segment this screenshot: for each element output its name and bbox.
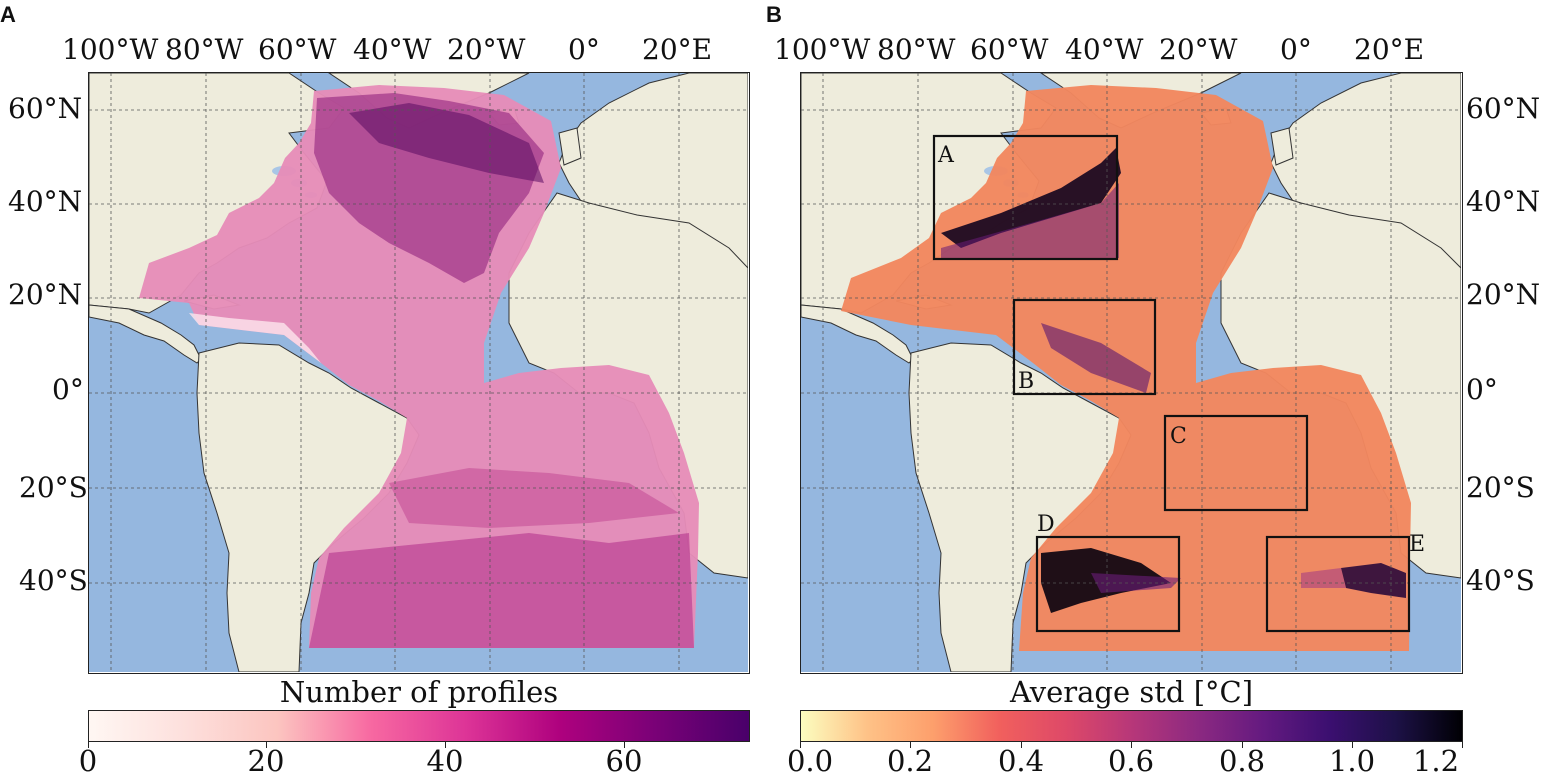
lon-label: 40°W <box>1065 33 1144 66</box>
colorbar-tick-mark <box>1021 742 1022 748</box>
region-box-e <box>1265 535 1411 633</box>
lat-label: 20°S <box>1466 471 1535 504</box>
colorbar-tick-mark <box>800 742 801 748</box>
lon-label: 60°W <box>970 33 1049 66</box>
lon-label: 20°W <box>1159 33 1238 66</box>
colorbar-b <box>800 710 1463 742</box>
region-label-b: B <box>1018 369 1034 394</box>
colorbar-tick-mark <box>910 742 911 748</box>
lat-label: 0° <box>1466 373 1498 406</box>
colorbar-a-title: Number of profiles <box>279 675 559 709</box>
region-boxes: A B C D E <box>932 134 1425 633</box>
region-box-a <box>932 134 1119 261</box>
region-label-d: D <box>1037 512 1055 537</box>
lon-label: 100°W <box>774 33 871 66</box>
lon-label: 20°W <box>447 33 526 66</box>
lat-label: 20°S <box>19 471 88 504</box>
lat-label: 0° <box>52 373 84 406</box>
region-box-b <box>1012 298 1157 396</box>
colorbar-tick-label: 0.4 <box>997 744 1045 778</box>
map-panel-a <box>88 72 750 674</box>
lat-label: 60°N <box>1466 92 1541 125</box>
lat-label: 40°N <box>1466 185 1541 218</box>
lon-label: 0° <box>568 33 600 66</box>
data-field-panel-a <box>139 85 699 648</box>
lat-label: 40°N <box>8 185 83 218</box>
map-panel-b: A B C D E <box>800 72 1463 674</box>
lat-label: 60°N <box>8 92 83 125</box>
colorbar-tick-label: 40 <box>426 744 464 778</box>
lon-label: 40°W <box>353 33 432 66</box>
colorbar-tick-label: 0.0 <box>786 744 834 778</box>
lon-label: 20°E <box>642 33 713 66</box>
colorbar-b-title: Average std [°C] <box>1009 675 1254 709</box>
colorbar-tick-mark <box>1352 742 1353 748</box>
region-box-d <box>1035 535 1181 633</box>
lat-label: 20°N <box>1466 278 1541 311</box>
region-label-e: E <box>1409 532 1425 557</box>
region-label-a: A <box>937 143 955 168</box>
region-label-c: C <box>1170 424 1187 449</box>
panel-letter-b: B <box>766 2 782 27</box>
lon-label: 100°W <box>62 33 159 66</box>
colorbar-tick-label: 0.6 <box>1107 744 1155 778</box>
graticule <box>801 73 1461 672</box>
lat-label: 20°N <box>8 278 83 311</box>
colorbar-tick-mark <box>445 742 446 748</box>
colorbar-tick-label: 1.0 <box>1328 744 1376 778</box>
colorbar-a <box>88 710 750 742</box>
lon-label: 0° <box>1280 33 1312 66</box>
colorbar-tick-label: 20 <box>247 744 285 778</box>
region-box-c <box>1163 414 1309 512</box>
colorbar-tick-mark <box>624 742 625 748</box>
colorbar-tick-label: 60 <box>605 744 643 778</box>
lon-label: 60°W <box>258 33 337 66</box>
lon-label: 20°E <box>1354 33 1425 66</box>
lat-label: 40°S <box>19 564 88 597</box>
graticule <box>89 73 748 672</box>
colorbar-tick-mark <box>1242 742 1243 748</box>
colorbar-tick-mark <box>266 742 267 748</box>
colorbar-tick-mark <box>88 742 89 748</box>
colorbar-tick-label: 0.8 <box>1218 744 1266 778</box>
colorbar-tick-label: 0 <box>78 744 98 778</box>
colorbar-tick-label: 0.2 <box>886 744 934 778</box>
panel-letter-a: A <box>0 2 16 27</box>
colorbar-tick-mark <box>1462 742 1463 748</box>
lon-label: 80°W <box>877 33 956 66</box>
colorbar-tick-mark <box>1131 742 1132 748</box>
colorbar-tick-label: 1.2 <box>1412 744 1460 778</box>
lon-label: 80°W <box>165 33 244 66</box>
lat-label: 40°S <box>1466 564 1535 597</box>
